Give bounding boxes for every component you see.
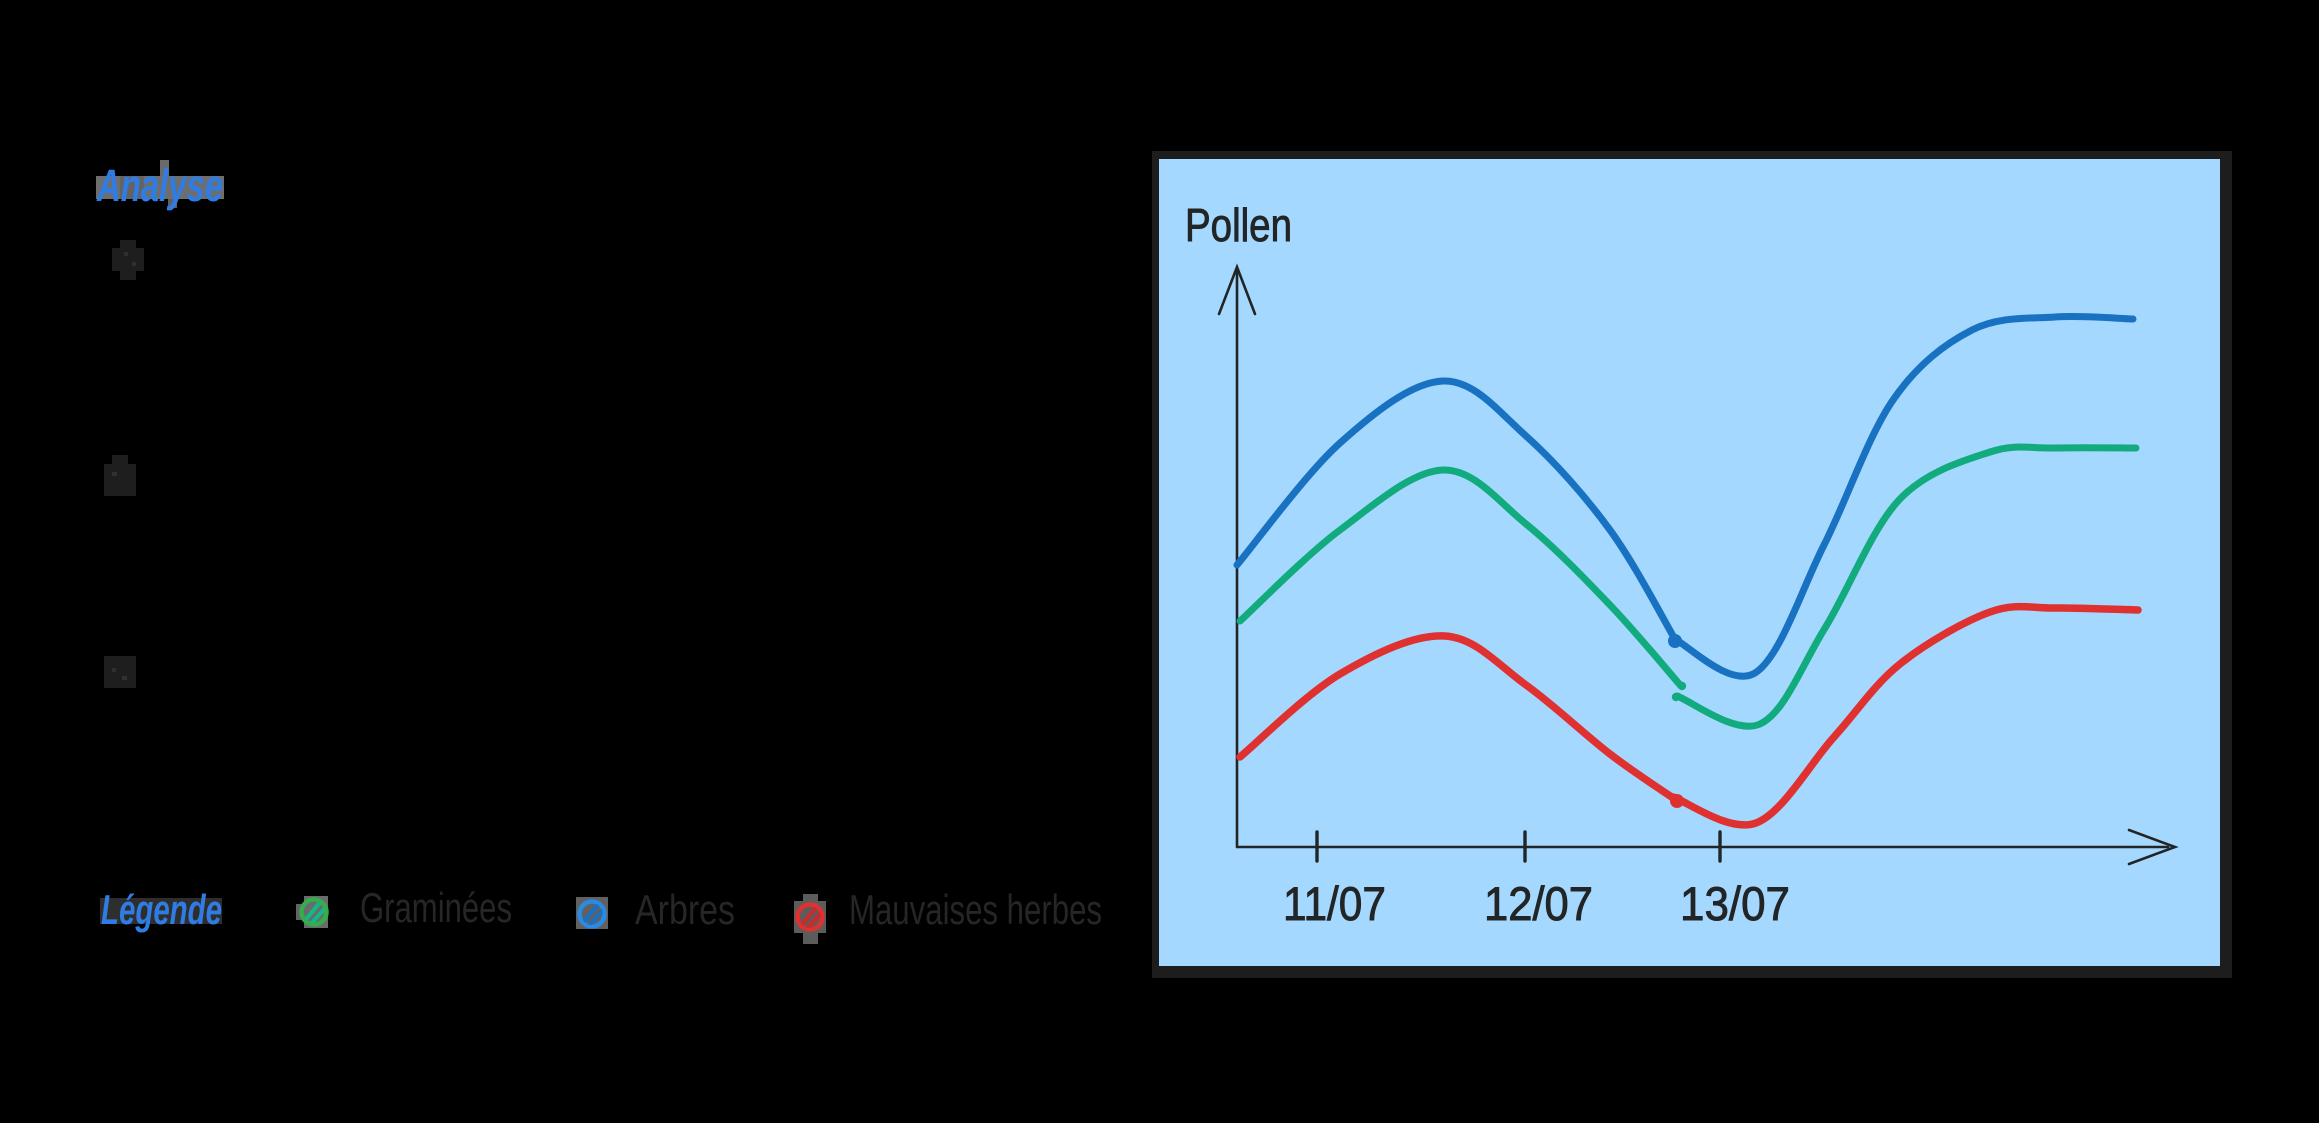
svg-text:11/07: 11/07 (1283, 877, 1386, 930)
svg-text:Légende: Légende (101, 886, 222, 933)
svg-text:Graminées: Graminées (360, 884, 512, 931)
svg-text:13/07: 13/07 (1680, 877, 1790, 930)
svg-text:Analyse: Analyse (96, 160, 223, 211)
svg-text:Pollen: Pollen (1185, 199, 1292, 251)
svg-text:Arbres: Arbres (635, 886, 735, 933)
svg-text:Mauvaises herbes: Mauvaises herbes (849, 886, 1102, 933)
svg-text:12/07: 12/07 (1484, 877, 1593, 930)
